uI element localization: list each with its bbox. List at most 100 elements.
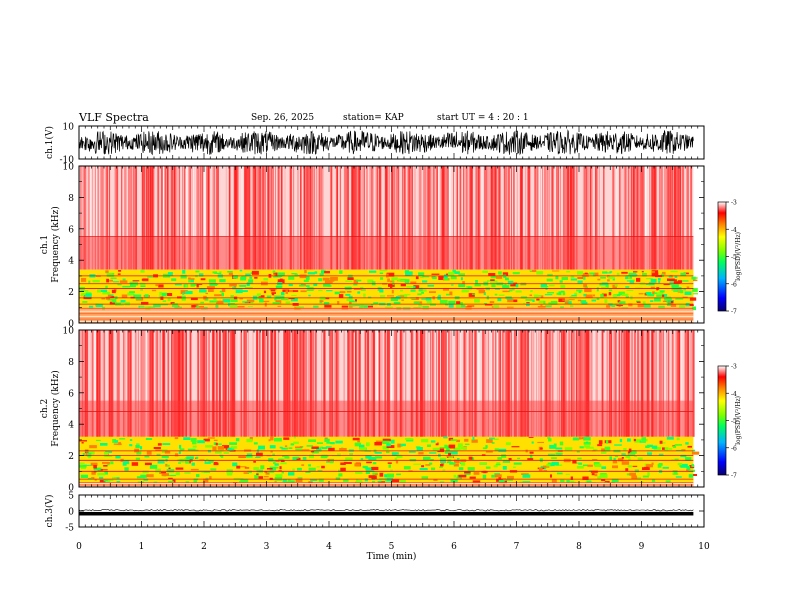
ch2-spectrogram-band-cell <box>405 437 413 441</box>
ch2-spectrogram-streak <box>630 330 632 437</box>
ch1-spectrogram-band-cell <box>625 296 629 298</box>
ch2-spectrogram-band-cell <box>399 480 406 484</box>
ch1-spectrogram-band-cell <box>174 283 182 286</box>
ch2-spectrogram-band-cell <box>444 444 448 448</box>
ch1-spectrogram-streak <box>249 166 251 270</box>
ch2-spectrogram-band-cell <box>493 465 498 468</box>
ch1-spectrogram-streak <box>638 166 641 270</box>
ch2-spectrogram-band-cell <box>203 438 210 442</box>
ch1-spectrogram-streak <box>300 166 302 270</box>
ch2-spectrogram-streak <box>647 330 650 437</box>
ch2-spectrogram-streak <box>359 330 361 437</box>
ch1-spectrogram-streak <box>446 166 448 270</box>
ch2-spectrogram-streak <box>351 330 354 437</box>
ch2-spectrogram-band-cell <box>579 446 584 449</box>
ch1-spectrogram-band-cell <box>129 291 135 293</box>
ch2-spectrogram-band-cell <box>265 472 270 475</box>
ch1-spectrogram-band-cell <box>558 298 565 302</box>
ch1-spectrogram-band-cell <box>379 288 384 293</box>
ch1-spectrogram-streak <box>124 166 127 270</box>
ch1-spectrogram-band-cell <box>505 277 509 281</box>
ch2-spectrogram-band-cell <box>285 447 288 450</box>
ch2-spectrogram-streak <box>687 330 689 437</box>
ch2-spectrogram-band-cell <box>627 438 631 442</box>
ch1-spectrogram-band-cell <box>303 279 309 283</box>
ch1-spectrogram-band-cell <box>318 278 323 282</box>
ch1-spectrogram-streak <box>244 166 246 270</box>
ch2-spectrogram-band-cell <box>308 439 316 442</box>
ch1-spectrogram-streak <box>564 166 565 270</box>
ch1-spectrogram-band-cell <box>670 270 678 273</box>
ch1-spectrogram-band-cell <box>444 278 449 281</box>
ch2-spectrogram-band-cell <box>374 473 378 476</box>
ch2-spectrogram-band-cell <box>421 465 424 468</box>
ch2-spectrogram-band-cell <box>642 475 649 478</box>
ch2-spectrogram-band-cell <box>319 446 324 448</box>
ch1-spectrogram-band-cell <box>482 270 488 273</box>
ch2-spectrogram-band-cell <box>660 442 666 444</box>
ch2-spectrogram-band-cell <box>372 480 376 484</box>
ch2-spectrogram-streak <box>678 330 681 437</box>
ch2-spectrogram-streak <box>519 330 521 437</box>
ch1-spectrogram-streak <box>514 166 517 270</box>
ch1-spectrogram-band-cell <box>339 270 343 274</box>
ch2-spectrogram-streak <box>546 330 548 437</box>
ch1-spectrogram-band-cell <box>601 286 608 290</box>
ch2-spectrogram-streak <box>594 330 597 437</box>
ch1-spectrogram-band-cell <box>413 301 420 304</box>
ch2-spectrogram-band-cell <box>587 464 593 467</box>
ch1-spectrogram-streak <box>673 166 676 270</box>
ch1-spectrogram-streak <box>335 166 338 270</box>
ch1-spectrogram-band-cell <box>559 280 563 283</box>
ch1-spectrogram-streak <box>430 166 433 270</box>
ch1-spectrogram-band-cell <box>520 296 528 299</box>
ch2-spectrogram-streak <box>646 330 648 437</box>
ch1-spectrogram-streak <box>361 166 363 270</box>
ch1-spectrogram-band-cell <box>609 271 613 273</box>
ch2-spectrogram-band-cell <box>155 449 162 451</box>
ch1-spectrogram-band-cell <box>497 297 502 302</box>
ch1-spectrogram-band-cell <box>460 277 463 281</box>
ch1-spectrogram-band-cell <box>632 274 638 277</box>
ch1-spectrogram-streak <box>516 166 518 270</box>
ch1-spectrogram-band-cell <box>326 290 333 292</box>
ch1-spectrogram-streak <box>552 166 554 270</box>
ch2-spectrogram-band-cell <box>366 461 372 464</box>
ch1-spectrogram-band-cell <box>612 277 615 281</box>
ch2-spectrogram-band-cell <box>295 478 303 483</box>
ch1-spectrogram-streak <box>681 166 684 270</box>
ch2-spectrogram-streak <box>499 330 501 437</box>
ch1-spectrogram-band-cell <box>581 301 588 305</box>
ch2-spectrogram-band-cell <box>161 455 169 458</box>
ch1-spectrogram-band-cell <box>97 289 101 293</box>
ch2-spectrogram-band-cell <box>192 445 197 448</box>
ch1-spectrogram-band-cell <box>367 296 372 299</box>
ch1-spectrogram-streak <box>555 166 557 270</box>
ch1-spectrogram-streak <box>182 166 183 270</box>
ch1-spectrogram-band-cell <box>256 293 261 297</box>
ch2-spectrogram-streak <box>436 330 437 437</box>
ch2-spectrogram-band-cell <box>256 473 259 476</box>
ch1-spectrogram-streak <box>589 166 592 270</box>
ch1-spectrogram-band-cell <box>540 283 548 288</box>
ch1-spectrogram-streak <box>572 166 575 270</box>
ch2-spectrogram-band-cell <box>491 442 495 444</box>
ch1-spectrogram-band-cell <box>617 300 621 303</box>
ch2-spectrogram-streak <box>338 330 340 437</box>
ch1-spectrogram-streak <box>379 166 382 270</box>
ch2-spectrogram-streak <box>283 330 285 437</box>
ch2-spectrogram-band-cell <box>397 443 401 448</box>
ch2-spectrogram-band-cell <box>557 453 562 455</box>
ch2-spectrogram-band-cell <box>214 443 222 445</box>
ch2-spectrogram-streak <box>173 330 175 437</box>
ch1-spectrogram-streak <box>315 166 318 270</box>
ch2-spectrogram-streak <box>455 330 457 437</box>
ch2-spectrogram-band-cell <box>191 462 195 466</box>
ch1-spectrogram-band-cell <box>275 285 283 289</box>
ch2-spectrogram-band-cell <box>301 449 310 451</box>
ch2-spectrogram-streak <box>238 330 240 437</box>
ch1-spectrogram-band-cell <box>221 288 226 292</box>
ch1-spectrogram-band-cell <box>637 304 646 308</box>
ch2-spectrogram-streak <box>347 330 349 437</box>
